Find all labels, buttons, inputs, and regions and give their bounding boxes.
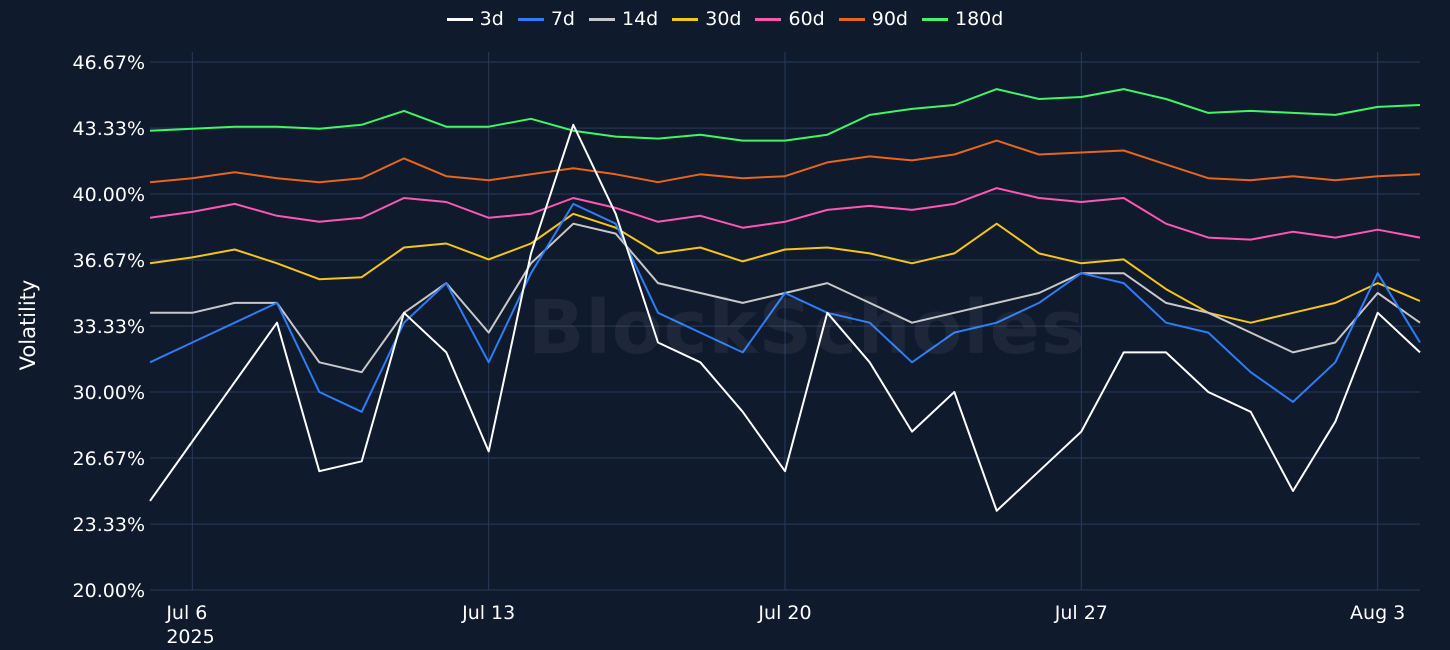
legend-item-3d[interactable]: 3d (446, 8, 504, 30)
legend-swatch (672, 17, 699, 21)
x-tick-label: Jul 13 (461, 602, 515, 624)
legend-swatch (446, 17, 473, 21)
x-tick-sublabel: 2025 (166, 626, 214, 648)
series-line-7d (149, 202, 1421, 413)
legend-label: 7d (550, 8, 575, 30)
legend: 3d 7d 14d 30d 60d 90d 180d (0, 8, 1450, 30)
y-tick-label: 30.00% (73, 382, 145, 404)
legend-swatch (838, 17, 865, 21)
y-tick-label: 36.67% (73, 250, 145, 272)
y-tick-label: 33.33% (73, 316, 145, 338)
y-tick-label: 40.00% (73, 184, 145, 206)
legend-item-14d[interactable]: 14d (588, 8, 659, 30)
x-tick-label: Jul 6 (165, 602, 207, 624)
legend-label: 3d (479, 8, 504, 30)
legend-swatch (517, 17, 544, 21)
legend-label: 180d (954, 8, 1004, 30)
x-tick-label: Aug 3 (1350, 602, 1405, 624)
watermark: BlockScholes (528, 285, 1086, 371)
legend-label: 90d (871, 8, 908, 30)
y-tick-label: 43.33% (73, 118, 145, 140)
legend-label: 60d (788, 8, 825, 30)
legend-item-180d[interactable]: 180d (921, 8, 1004, 30)
y-tick-label: 26.67% (73, 448, 145, 470)
legend-label: 14d (621, 8, 659, 30)
series-line-3d (149, 123, 1421, 512)
y-axis-label: Volatility (16, 279, 40, 371)
legend-item-60d[interactable]: 60d (755, 8, 825, 30)
y-tick-labels: 20.00% 23.33% 26.67% 30.00% 33.33% 36.67% 40.0… (73, 52, 145, 602)
x-tick-label: Jul 27 (1054, 602, 1108, 624)
series-line-90d (149, 139, 1421, 184)
legend-item-90d[interactable]: 90d (838, 8, 908, 30)
x-tick-label: Jul 20 (757, 602, 811, 624)
series-line-60d (149, 187, 1421, 241)
legend-item-30d[interactable]: 30d (672, 8, 741, 30)
y-tick-label: 46.67% (73, 52, 145, 74)
legend-swatch (921, 17, 948, 21)
legend-swatch (588, 17, 615, 21)
legend-swatch (755, 17, 782, 21)
series-line-180d (149, 88, 1421, 142)
legend-label: 30d (705, 8, 742, 30)
series-lines (149, 88, 1421, 512)
y-tick-label: 20.00% (73, 580, 145, 602)
legend-item-7d[interactable]: 7d (517, 8, 575, 30)
y-tick-label: 23.33% (73, 514, 145, 536)
